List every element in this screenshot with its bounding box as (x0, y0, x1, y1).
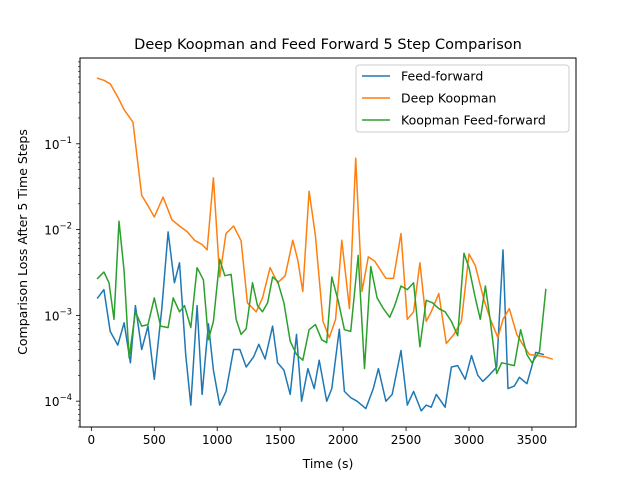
y-axis-label: Comparison Loss After 5 Time Steps (15, 129, 30, 355)
y-tick-label: 10−2 (44, 222, 72, 238)
y-tick-label: 10−4 (44, 393, 72, 409)
series-line-2 (96, 220, 547, 375)
x-tick-label: 1500 (265, 433, 296, 447)
axis-ticks: 0 500 1000 1500 2000 2500 3000 3500 10−4 10−3 10−2… (44, 61, 548, 447)
x-tick-label: 2000 (328, 433, 359, 447)
chart-title: Deep Koopman and Feed Forward 5 Step Com… (134, 37, 522, 53)
x-tick-label: 3000 (454, 433, 485, 447)
plot-series (96, 77, 554, 412)
y-tick-label: 10−1 (44, 136, 72, 152)
plot-frame (79, 57, 577, 428)
legend-label-0: Feed-forward (401, 69, 483, 84)
legend: Feed-forward Deep Koopman Koopman Feed-for… (355, 64, 570, 133)
x-tick-label: 1000 (202, 433, 233, 447)
x-axis-label: Time (s) (302, 456, 354, 471)
series-line-1 (96, 77, 554, 360)
legend-box (355, 64, 570, 133)
x-tick-label: 3500 (517, 433, 548, 447)
x-tick-label: 500 (143, 433, 166, 447)
x-tick-label: 2500 (391, 433, 422, 447)
legend-label-1: Deep Koopman (401, 91, 496, 106)
y-tick-label: 10−3 (44, 307, 72, 323)
legend-label-2: Koopman Feed-forward (401, 113, 546, 128)
series-line-0 (96, 231, 545, 412)
x-tick-label: 0 (88, 433, 96, 447)
